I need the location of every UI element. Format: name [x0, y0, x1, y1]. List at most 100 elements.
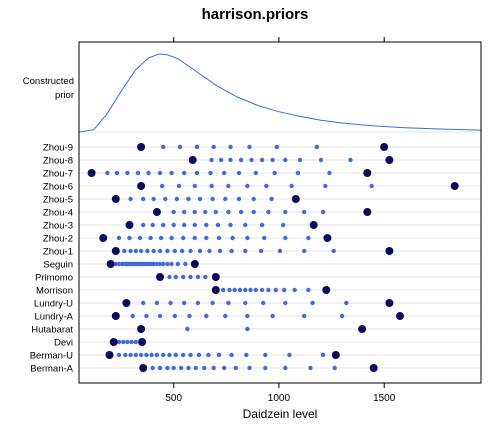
point-seguin [175, 261, 181, 267]
point-zhou-4 [213, 209, 218, 215]
point-morrison [237, 287, 243, 293]
point-devi [129, 339, 134, 345]
extreme-max-berman-a [369, 364, 378, 372]
point-seguin [183, 261, 188, 267]
row-label-zhou-2: Zhou-2 [43, 234, 73, 245]
point-berman-a [332, 365, 337, 371]
point-berman-u [216, 352, 222, 358]
point-zhou-5 [210, 196, 215, 202]
point-zhou-6 [192, 183, 197, 189]
point-zhou-1 [302, 248, 307, 254]
point-zhou-3 [141, 222, 146, 228]
point-morrison [221, 287, 226, 293]
point-berman-u [161, 352, 166, 358]
point-zhou-5 [197, 196, 203, 202]
point-berman-u [128, 352, 133, 358]
study-labels: Zhou-9 Zhou-8 Zhou-7 Zhou-6 Zhou-5 Zhou-4 Zhou… [30, 143, 74, 375]
point-berman-u [144, 352, 149, 358]
point-zhou-8 [297, 157, 303, 163]
point-seguin [165, 261, 170, 267]
point-zhou-7 [236, 170, 242, 176]
point-zhou-6 [264, 183, 269, 189]
row-gridlines [79, 146, 481, 369]
point-lundry-u [168, 300, 173, 306]
point-zhou-7 [169, 170, 174, 176]
extreme-min-zhou-5 [111, 195, 120, 203]
point-morrison [282, 287, 287, 293]
point-zhou-3 [204, 222, 209, 228]
point-lundry-u [182, 300, 187, 306]
point-zhou-4 [192, 209, 197, 215]
point-zhou-2 [192, 235, 197, 241]
point-seguin [151, 261, 156, 267]
extreme-max-zhou-4 [363, 208, 372, 216]
row-label-zhou-8: Zhou-8 [43, 156, 73, 167]
prior-sample-points [105, 144, 374, 371]
point-zhou-1 [331, 248, 336, 254]
extreme-min-berman-a [139, 364, 148, 372]
point-berman-u [138, 352, 144, 358]
point-berman-u [244, 352, 249, 358]
tick-label-1000: 1000 [268, 393, 291, 404]
point-morrison [253, 287, 258, 293]
extreme-min-zhou-7 [87, 169, 96, 177]
point-zhou-1 [128, 248, 133, 254]
chart-title: harrison.priors [202, 6, 309, 23]
extreme-max-seguin [190, 260, 199, 268]
point-zhou-1 [122, 248, 127, 254]
point-lundry-a [144, 313, 149, 319]
point-lundry-a [172, 313, 177, 319]
point-zhou-8 [218, 157, 224, 163]
point-zhou-6 [176, 183, 182, 189]
point-lundry-a [302, 313, 307, 319]
point-zhou-9 [274, 144, 279, 150]
point-zhou-1 [138, 248, 144, 254]
point-berman-a [165, 365, 170, 371]
prior-panel: Constructed prior [23, 53, 482, 133]
point-morrison [243, 287, 248, 293]
extreme-min-zhou-9 [137, 143, 146, 151]
extreme-min-zhou-8 [188, 156, 197, 164]
extreme-max-zhou-2 [323, 234, 332, 242]
point-zhou-5 [236, 196, 242, 202]
point-zhou-5 [186, 196, 191, 202]
point-zhou-3 [243, 222, 248, 228]
point-devi [125, 339, 130, 345]
point-zhou-3 [281, 222, 286, 228]
point-zhou-9 [247, 144, 252, 150]
point-zhou-7 [105, 170, 110, 176]
row-label-zhou-1: Zhou-1 [43, 247, 73, 258]
row-label-zhou-7: Zhou-7 [43, 169, 73, 180]
point-zhou-1 [277, 248, 283, 254]
extreme-max-zhou-5 [291, 195, 300, 203]
point-zhou-8 [318, 157, 324, 163]
row-label-devi: Devi [54, 338, 73, 349]
extreme-min-primomo [156, 273, 164, 281]
point-morrison [266, 287, 271, 293]
point-zhou-7 [194, 170, 200, 176]
point-berman-u [133, 352, 138, 358]
point-berman-a [202, 365, 207, 371]
point-zhou-1 [229, 248, 234, 254]
point-zhou-2 [181, 235, 186, 241]
point-zhou-8 [348, 157, 353, 163]
point-zhou-8 [270, 157, 275, 163]
row-label-berman-u: Berman-U [30, 351, 73, 362]
point-berman-u [287, 352, 292, 358]
point-zhou-2 [262, 235, 267, 241]
extreme-max-berman-u [331, 351, 340, 359]
point-berman-a [171, 365, 176, 371]
extreme-min-berman-u [105, 351, 114, 359]
point-zhou-4 [302, 209, 307, 215]
point-zhou-6 [323, 183, 328, 189]
point-zhou-5 [128, 196, 133, 202]
point-zhou-6 [159, 183, 165, 189]
point-berman-a [186, 365, 191, 371]
point-zhou-6 [209, 183, 214, 189]
point-berman-a [233, 365, 238, 371]
point-zhou-5 [141, 196, 146, 202]
point-zhou-2 [116, 235, 122, 241]
point-zhou-9 [161, 144, 166, 150]
point-morrison [306, 287, 311, 293]
point-zhou-3 [259, 222, 265, 228]
